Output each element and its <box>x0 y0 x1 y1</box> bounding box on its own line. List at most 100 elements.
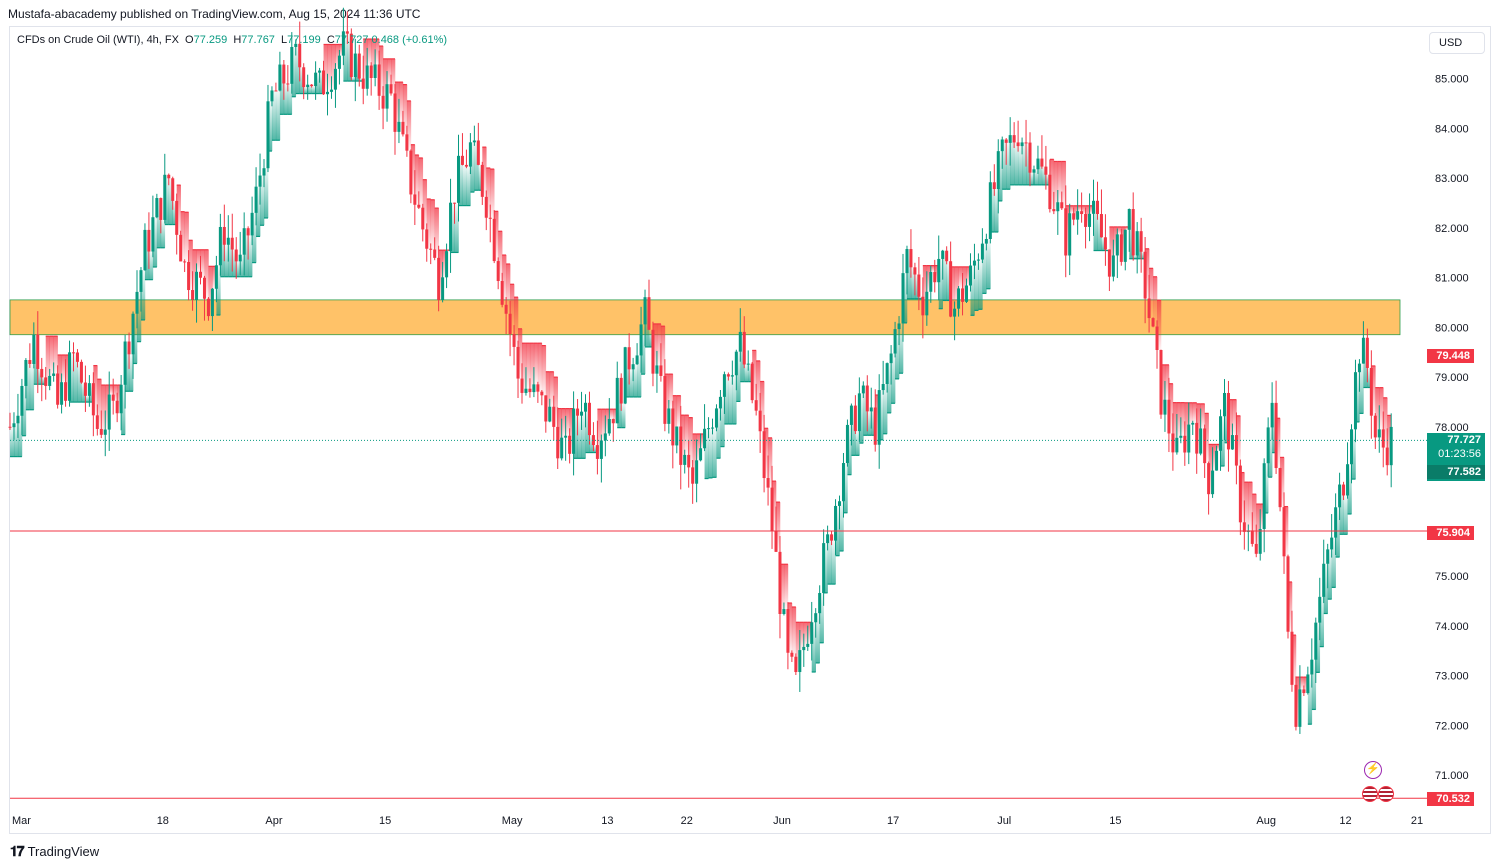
trail-fill <box>260 175 265 226</box>
trail-fill <box>1069 205 1074 214</box>
trail-fill <box>140 270 146 320</box>
trail-fill <box>430 199 435 250</box>
trail-fill <box>1331 537 1336 588</box>
trail-fill <box>748 363 753 382</box>
trail-fill <box>474 140 479 191</box>
trail-fill <box>41 377 47 385</box>
candle-body <box>988 182 992 240</box>
trail-fill <box>89 383 94 403</box>
candle-body <box>468 142 472 167</box>
x-tick-label: 18 <box>157 815 169 827</box>
candle-body <box>32 334 36 364</box>
trail-fill <box>1089 205 1094 214</box>
trail-fill <box>740 331 745 382</box>
flash-icon[interactable]: ⚡ <box>1364 761 1382 779</box>
candle-body <box>591 435 595 446</box>
trail-fill <box>121 384 126 435</box>
candle-body <box>758 410 762 432</box>
trail-fill <box>895 329 900 379</box>
candle-body <box>333 68 337 90</box>
candle-body <box>603 433 607 441</box>
symbol-title: CFDs on Crude Oil (WTI), 4h, FX <box>17 34 179 46</box>
trail-fill <box>1077 205 1082 212</box>
candle-body <box>357 53 361 79</box>
y-tick-label: 84.000 <box>1435 123 1469 135</box>
trail-fill <box>581 411 586 459</box>
trail-fill <box>57 354 62 405</box>
candle-body <box>417 204 421 208</box>
candle-body <box>345 31 349 34</box>
candle-body <box>480 164 484 197</box>
candle-body <box>278 64 282 91</box>
trail-fill <box>387 58 392 85</box>
candle-body <box>984 239 988 244</box>
candle-body <box>1155 326 1159 350</box>
trail-fill <box>1057 161 1063 203</box>
y-tick-label: 81.000 <box>1435 273 1469 285</box>
candle-body <box>476 140 480 165</box>
candle-body <box>691 467 695 484</box>
trail-fill <box>867 411 872 436</box>
candle-body <box>500 281 504 305</box>
candle-body <box>365 65 369 89</box>
trail-fill <box>589 435 594 453</box>
trail-fill <box>1343 495 1348 535</box>
candle-body <box>282 64 286 84</box>
candle-body <box>1139 231 1143 252</box>
candle-body <box>1111 255 1115 277</box>
candle-body <box>492 218 496 262</box>
candle-body <box>1254 543 1258 554</box>
trail-fill <box>1002 139 1007 190</box>
trail-fill <box>454 202 459 253</box>
candle-body <box>1342 484 1346 496</box>
trail-fill <box>1133 255 1138 259</box>
candle-body <box>1215 450 1219 471</box>
candle-body <box>234 249 238 262</box>
trail-fill <box>1236 415 1241 466</box>
candle-body <box>722 374 726 397</box>
candle-body <box>16 415 20 424</box>
trail-fill <box>1363 337 1368 388</box>
candle-body <box>191 290 195 300</box>
trail-fill <box>1160 364 1166 415</box>
trail-fill <box>264 168 269 218</box>
currency-selector[interactable]: USD <box>1429 32 1485 54</box>
upper-trail-tag: 79.448 <box>1427 349 1474 363</box>
candle-body <box>210 288 214 317</box>
trail-fill <box>629 369 634 397</box>
candle-body <box>917 274 921 297</box>
candle-body <box>623 347 627 404</box>
trail-fill <box>434 208 439 258</box>
trail-fill <box>1026 142 1031 185</box>
candle-body <box>838 501 842 506</box>
trail-fill <box>565 408 570 436</box>
trail-fill <box>1339 484 1344 535</box>
trail-fill <box>652 323 658 374</box>
trail-fill <box>204 249 209 299</box>
x-tick-label: Jul <box>997 815 1011 827</box>
candle-body <box>607 418 611 434</box>
trail-fill <box>803 622 809 647</box>
candle-body <box>1377 429 1381 438</box>
candle-body <box>206 298 210 317</box>
candle-body <box>373 64 377 78</box>
trail-fill <box>1204 413 1209 464</box>
trail-fill <box>541 345 547 396</box>
candle-body <box>1226 392 1230 450</box>
candle-body <box>163 174 167 220</box>
candle-body <box>433 249 437 258</box>
x-tick-label: 22 <box>681 815 693 827</box>
candle-body <box>1310 659 1314 675</box>
candle-body <box>437 257 441 300</box>
trail-fill <box>899 323 904 374</box>
us-flag-icon[interactable] <box>1378 786 1394 802</box>
candle-body <box>861 385 865 394</box>
candle-body <box>679 426 683 465</box>
candle-body <box>687 454 691 468</box>
us-flag-icon[interactable] <box>1362 786 1378 802</box>
candle-body <box>655 365 659 374</box>
candle-body <box>675 426 679 446</box>
candle-body <box>1103 237 1107 250</box>
trail-fill <box>1081 205 1086 215</box>
